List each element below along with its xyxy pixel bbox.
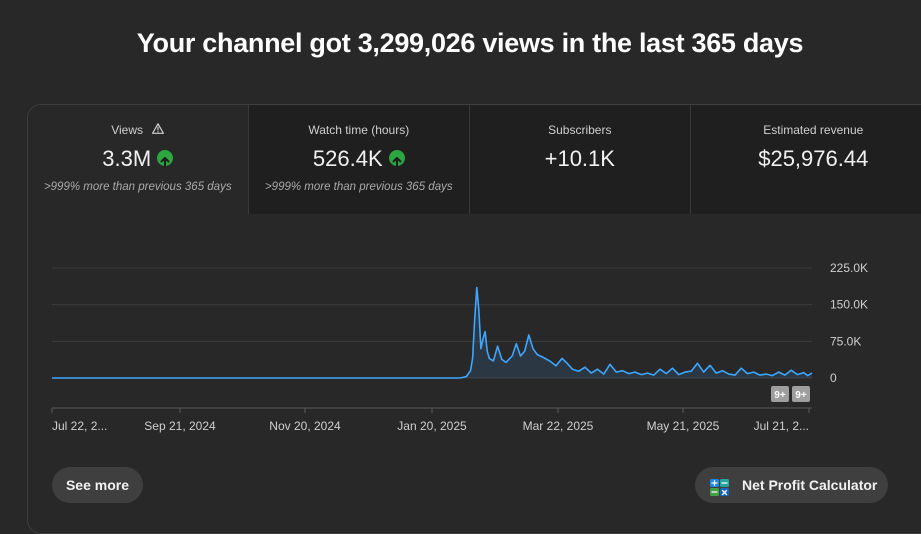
annotation-badge (771, 386, 789, 402)
page-title: Your channel got 3,299,026 views in the … (136, 28, 804, 58)
net-profit-calculator-button[interactable]: Net Profit Calculator (695, 467, 888, 503)
views-line-chart: 225.0K 150.0K 75.0K 0 Jul 22, 2... Sep 21, 20… (51, 261, 868, 433)
arrow-up-icon (388, 150, 405, 168)
tab-estimated-revenue[interactable]: Estimated revenue $25,976.44 (690, 105, 921, 214)
tab-comparison: >999% more than previous 365 days (264, 181, 453, 193)
calculator-logo-icon (709, 475, 731, 511)
tab-value: $25,976.44 (758, 146, 869, 172)
tab-comparison: >999% more than previous 365 days (43, 181, 232, 193)
series-line (52, 286, 813, 379)
x-tick-label: Mar 22, 2025 (523, 419, 594, 433)
tab-label: Estimated revenue (763, 123, 864, 137)
tab-subscribers[interactable]: Subscribers +10.1K (470, 105, 691, 214)
see-more-button[interactable]: See more (52, 467, 143, 503)
annotation-badge-label: 9+ (774, 390, 786, 401)
tab-views[interactable]: Views 3.3M >999% more than previous 365 … (28, 105, 249, 214)
x-tick-label: Nov 20, 2024 (269, 419, 341, 433)
tab-label: Watch time (hours) (308, 123, 410, 137)
tab-label: Subscribers (548, 123, 612, 137)
arrow-up-icon (157, 150, 174, 168)
tab-watch-time[interactable]: Watch time (hours) 526.4K >999% more tha… (248, 105, 471, 214)
tab-value: 526.4K (312, 146, 383, 172)
metric-tabs: Views 3.3M >999% more than previous 365 … (28, 105, 921, 214)
annotation-badge-label: 9+ (795, 390, 807, 401)
tab-label: Views (111, 123, 143, 137)
annotation-badge (792, 386, 810, 402)
x-tick-label: Jan 20, 2025 (397, 419, 467, 433)
y-tick-label: 150.0K (830, 298, 868, 312)
x-tick-label: May 21, 2025 (647, 419, 720, 433)
tab-value: 3.3M (102, 146, 152, 172)
tab-value: +10.1K (544, 146, 615, 172)
x-tick-label: Sep 21, 2024 (144, 419, 216, 433)
y-tick-label: 225.0K (830, 261, 868, 275)
y-tick-label: 0 (830, 371, 837, 385)
y-tick-label: 75.0K (830, 334, 861, 348)
warning-icon[interactable] (152, 123, 165, 137)
x-tick-label: Jul 21, 2... (754, 419, 809, 433)
x-tick-label: Jul 22, 2... (52, 419, 107, 433)
net-profit-calculator-label: Net Profit Calculator (742, 477, 878, 493)
